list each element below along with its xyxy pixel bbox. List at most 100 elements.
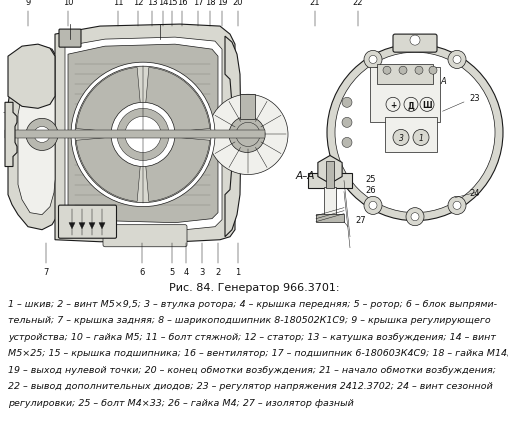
Text: М5×25; 15 – крышка подшипника; 16 – вентилятор; 17 – подшипник 6-180603К4С9; 18 : М5×25; 15 – крышка подшипника; 16 – вент… [8,349,508,358]
FancyBboxPatch shape [316,214,344,222]
Bar [240,95,255,120]
Circle shape [364,51,382,69]
FancyBboxPatch shape [59,30,81,48]
Wedge shape [143,135,210,202]
Polygon shape [225,37,241,237]
Text: 3: 3 [399,134,403,143]
Text: 19: 19 [217,0,227,7]
Circle shape [125,117,161,153]
Circle shape [383,67,391,75]
Text: 15: 15 [167,0,177,7]
Wedge shape [76,68,143,135]
Text: 16: 16 [177,0,187,7]
Text: 2: 2 [215,267,220,276]
Text: А–А: А–А [295,170,315,180]
Circle shape [415,67,423,75]
Circle shape [342,118,352,128]
Text: 17: 17 [193,0,203,7]
Polygon shape [65,38,222,231]
FancyBboxPatch shape [377,65,433,85]
Circle shape [71,63,215,207]
Circle shape [327,45,503,221]
Text: Рис. 84. Генератор 966.3701:: Рис. 84. Генератор 966.3701: [169,282,339,292]
Circle shape [420,98,434,112]
Text: тельный; 7 – крышка задняя; 8 – шарикоподшипник 8-180502К1С9; 9 – крышка регулир: тельный; 7 – крышка задняя; 8 – шарикопо… [8,316,491,325]
Circle shape [75,67,211,203]
Circle shape [236,123,260,147]
Polygon shape [5,103,17,167]
Circle shape [411,213,419,221]
Circle shape [413,130,429,146]
Circle shape [229,117,265,153]
Circle shape [386,98,400,112]
Circle shape [117,109,169,161]
Circle shape [399,67,407,75]
Circle shape [429,67,437,75]
Polygon shape [68,45,218,223]
Text: 1 – шкив; 2 – винт М5×9,5; 3 – втулка ротора; 4 – крышка передняя; 5 – ротор; 6 : 1 – шкив; 2 – винт М5×9,5; 3 – втулка ро… [8,299,497,308]
Text: 18: 18 [205,0,215,7]
FancyBboxPatch shape [324,187,336,215]
Text: регулировки; 25 – болт М4×33; 26 – гайка М4; 27 – изолятор фазный: регулировки; 25 – болт М4×33; 26 – гайка… [8,398,354,407]
Circle shape [342,98,352,108]
Bar [326,162,334,188]
Circle shape [34,127,50,143]
Circle shape [410,36,420,46]
Text: 14: 14 [158,0,168,7]
Circle shape [404,98,418,112]
FancyBboxPatch shape [385,118,437,153]
Circle shape [237,125,257,145]
FancyBboxPatch shape [58,206,116,239]
Text: +: + [390,101,396,110]
Polygon shape [318,156,342,184]
Text: 13: 13 [147,0,157,7]
Text: 10: 10 [63,0,73,7]
Text: устройства; 10 – гайка М5; 11 – болт стяжной; 12 – статор; 13 – катушка возбужде: устройства; 10 – гайка М5; 11 – болт стя… [8,332,496,341]
Text: 8: 8 [0,109,5,117]
Text: 12: 12 [133,0,143,7]
Circle shape [364,197,382,215]
Text: Ш: Ш [422,101,432,110]
Text: 6: 6 [139,267,145,276]
FancyBboxPatch shape [393,35,437,53]
Polygon shape [69,223,75,229]
Circle shape [453,56,461,64]
Polygon shape [89,223,95,229]
Circle shape [111,103,175,167]
Circle shape [448,197,466,215]
Circle shape [335,53,495,213]
Text: 22 – вывод дополнительных диодов; 23 – регулятор напряжения 2412.3702; 24 – винт: 22 – вывод дополнительных диодов; 23 – р… [8,381,493,390]
Text: 27: 27 [355,216,366,224]
Text: 23: 23 [442,94,480,112]
Text: 21: 21 [310,0,320,7]
Text: 4: 4 [183,267,188,276]
Text: 19 – выход нулевой точки; 20 – конец обмотки возбуждения; 21 – начало обмотки во: 19 – выход нулевой точки; 20 – конец обм… [8,365,496,374]
Polygon shape [99,223,105,229]
Circle shape [406,208,424,226]
Text: 3: 3 [199,267,205,276]
Bar [237,113,257,157]
Text: 20: 20 [233,0,243,7]
Text: 24: 24 [469,189,480,198]
Circle shape [369,56,377,64]
Text: 11: 11 [113,0,123,7]
Polygon shape [8,47,60,230]
Circle shape [208,95,288,175]
Circle shape [453,202,461,210]
Wedge shape [143,68,210,135]
Circle shape [369,202,377,210]
FancyBboxPatch shape [370,68,440,123]
Circle shape [342,138,352,148]
Text: 25: 25 [365,175,375,184]
Circle shape [448,51,466,69]
Circle shape [393,130,409,146]
Text: 26: 26 [365,186,375,195]
Text: 9: 9 [25,0,30,7]
Bar [5,131,265,139]
FancyBboxPatch shape [308,173,352,188]
Text: 22: 22 [353,0,363,7]
Text: Д: Д [407,101,415,110]
Text: 7: 7 [43,267,49,276]
Polygon shape [55,25,235,242]
Circle shape [26,119,58,151]
